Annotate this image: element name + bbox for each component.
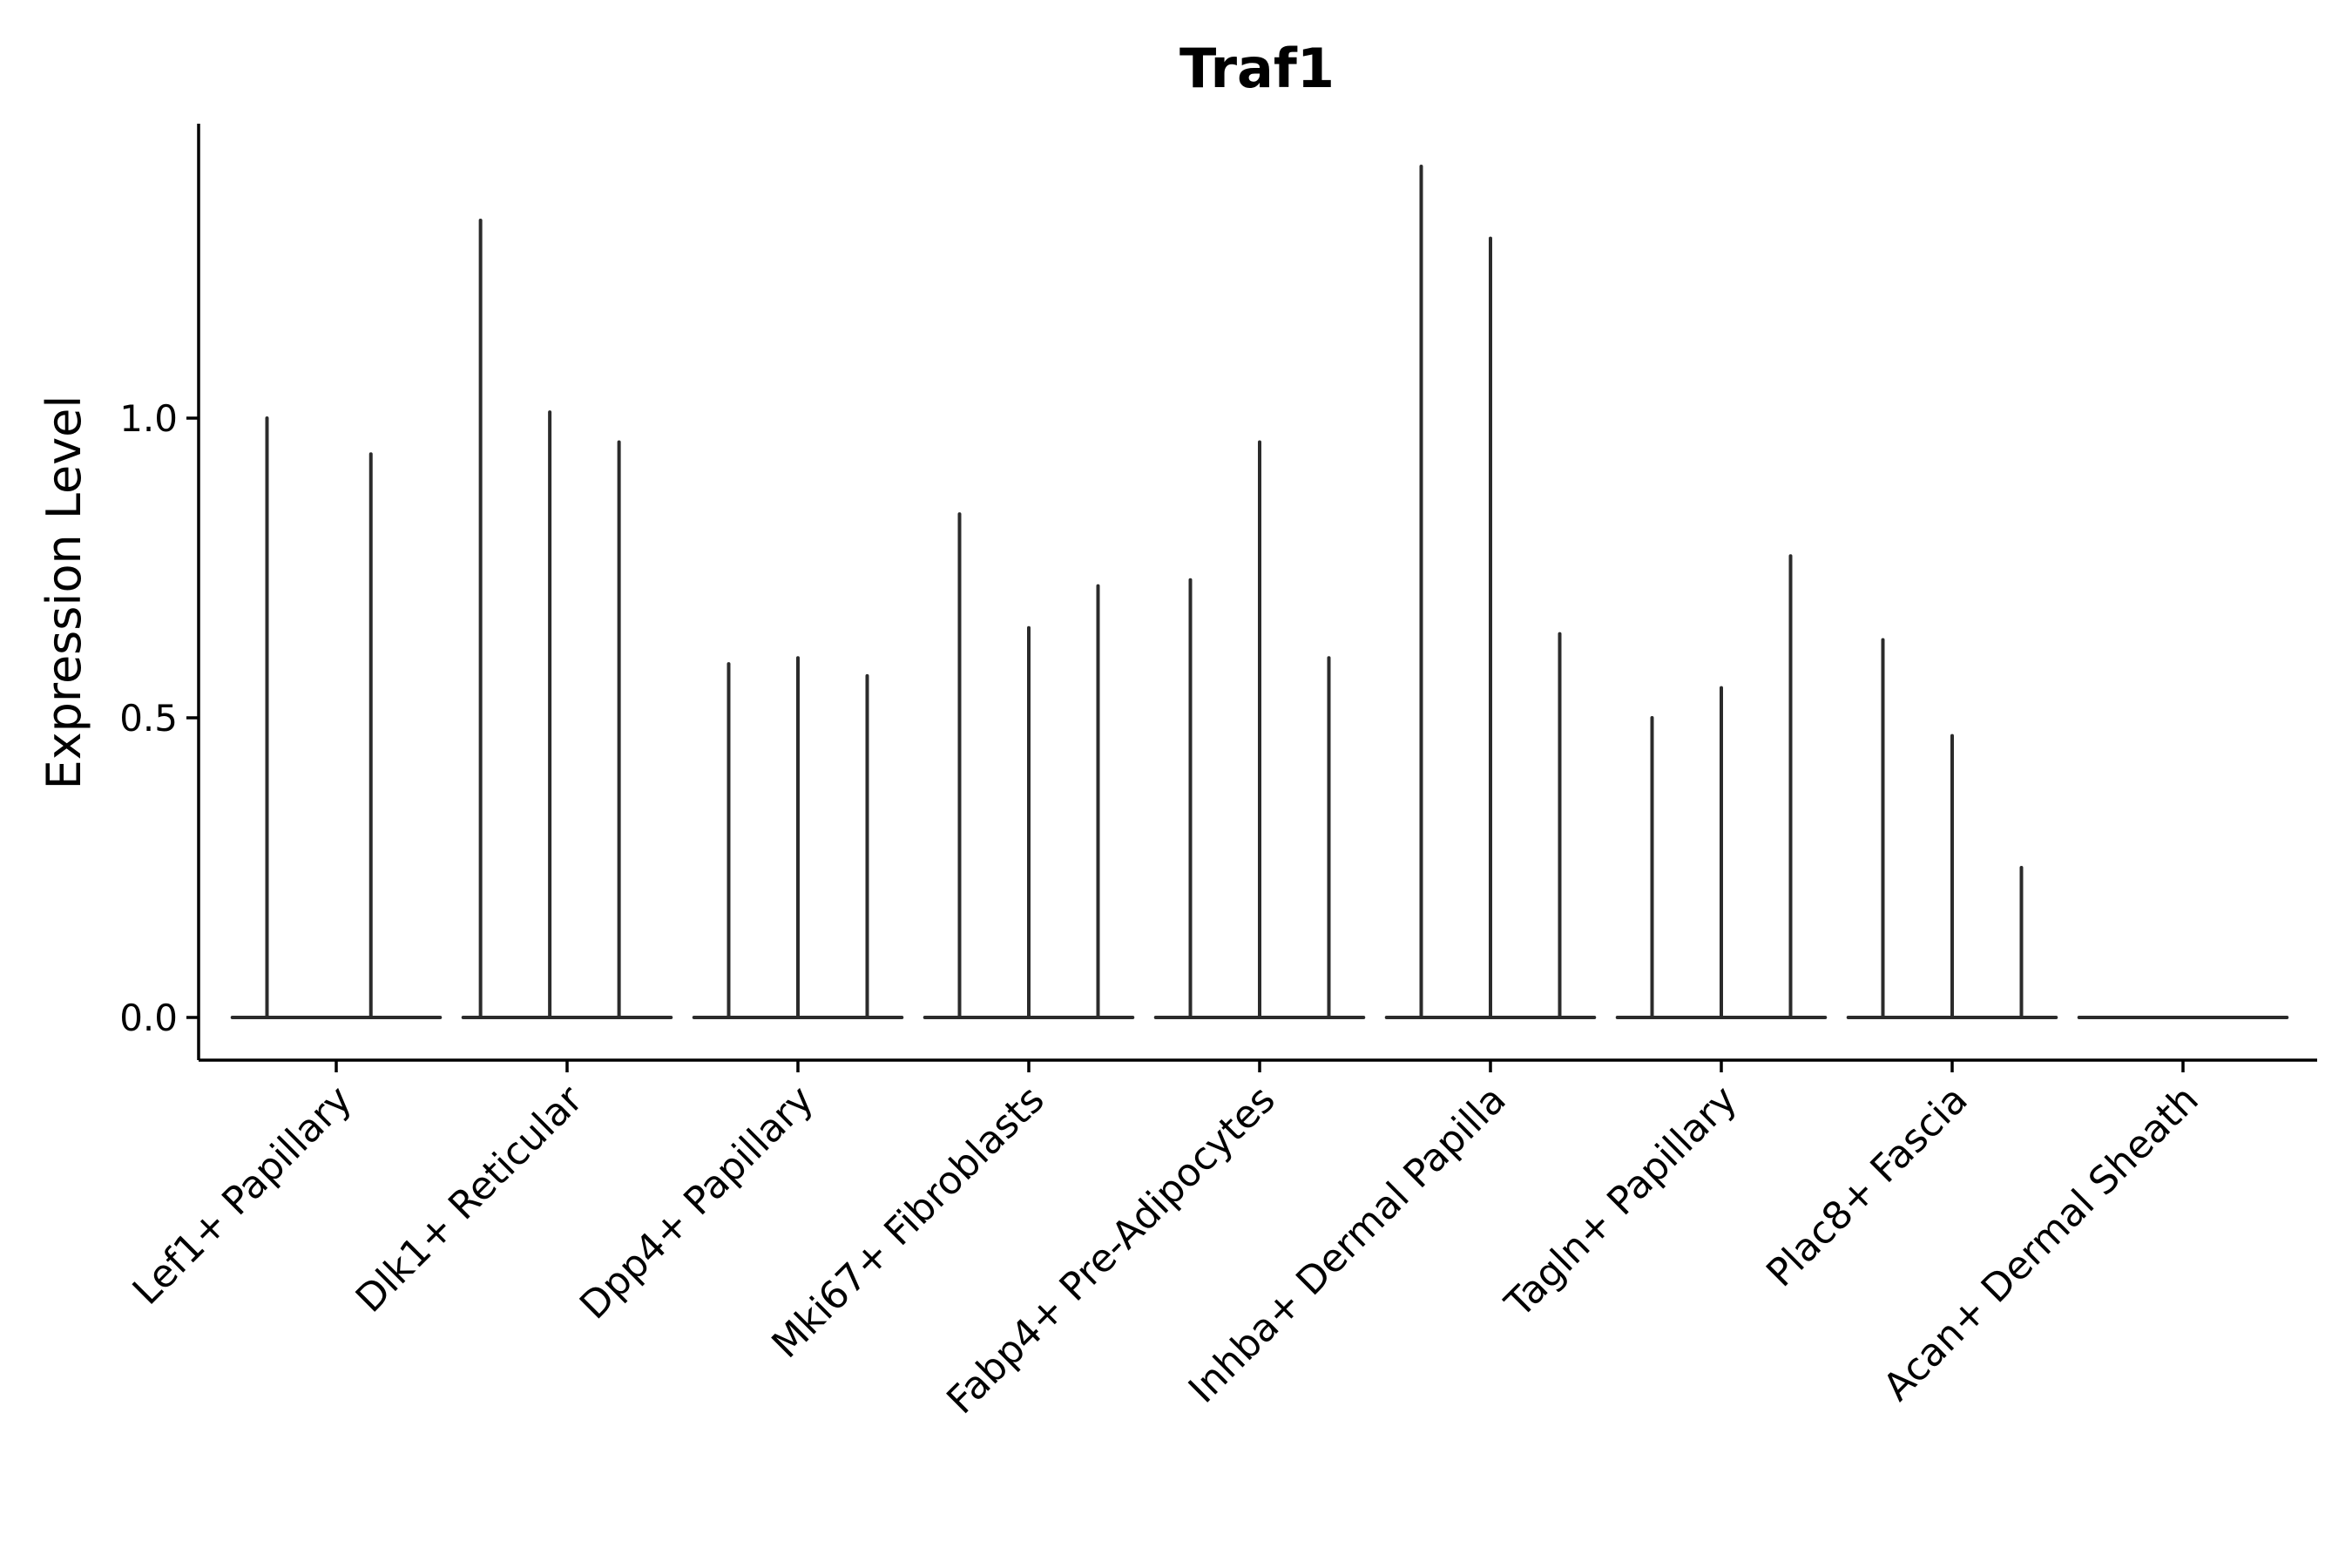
x-tick-label: Tagln+ Papillary (1497, 1078, 1746, 1327)
chart-title: Traf1 (1179, 37, 1335, 100)
x-tick-label: Dpp4+ Papillary (571, 1078, 822, 1328)
y-tick-label: 1.0 (119, 397, 178, 440)
y-axis-label: Expression Level (37, 395, 91, 790)
x-tick-label: Lef1+ Papillary (125, 1078, 361, 1314)
y-tick-label: 0.5 (119, 697, 178, 740)
y-tick-label: 0.0 (119, 997, 178, 1039)
y-axis: 0.0 0.5 1.0 (119, 124, 200, 1060)
violin-spikes (265, 165, 2024, 1019)
x-tick-label: Dlk1+ Reticular (348, 1077, 592, 1321)
x-tick-label: Plac8+ Fascia (1758, 1078, 1977, 1296)
